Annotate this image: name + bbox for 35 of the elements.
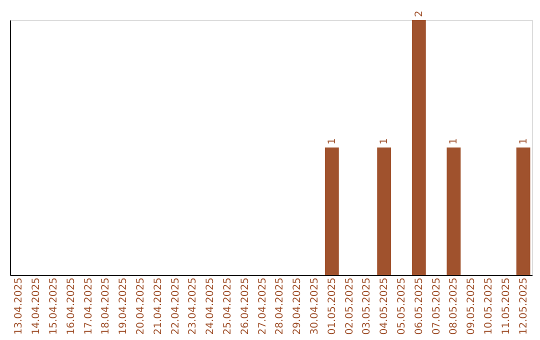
x-tick-label: 08.05.2025 [448, 278, 460, 335]
data-label: 1 [448, 138, 460, 144]
x-tick-label: 17.04.2025 [83, 278, 94, 335]
x-tick-label: 24.04.2025 [205, 278, 216, 335]
x-tick-label: 19.04.2025 [118, 278, 130, 335]
x-tick-label: 21.04.2025 [152, 278, 164, 335]
x-tick-label: 28.04.2025 [274, 278, 286, 335]
x-tick-label: 10.05.2025 [484, 278, 494, 335]
x-tick-label: 26.04.2025 [240, 278, 251, 335]
x-tick-label: 30.04.2025 [310, 278, 320, 335]
x-tick-label: 07.05.2025 [431, 278, 442, 335]
x-tick-label: 16.04.2025 [66, 278, 77, 335]
data-label: 1 [379, 138, 390, 144]
x-tick-label: 20.04.2025 [136, 278, 146, 335]
x-tick-label: 25.04.2025 [222, 278, 234, 335]
x-tick-label: 11.05.2025 [500, 278, 512, 335]
x-tick-label: 04.05.2025 [379, 278, 390, 335]
x-tick-label: 15.04.2025 [48, 278, 60, 335]
data-label: 1 [326, 138, 338, 144]
x-tick-label: 22.04.2025 [170, 278, 182, 335]
x-tick-label: 03.05.2025 [362, 278, 373, 335]
x-tick-label: 12.05.2025 [518, 278, 530, 335]
data-label: 1 [518, 138, 530, 144]
x-tick-label: 14.04.2025 [31, 278, 42, 335]
x-tick-label: 13.04.2025 [14, 278, 25, 335]
x-tick-label: 29.04.2025 [292, 278, 304, 335]
x-tick-label: 06.05.2025 [414, 278, 425, 335]
x-tick-label: 05.05.2025 [396, 278, 408, 335]
x-tick-label: 18.04.2025 [100, 278, 112, 335]
x-tick-label: 01.05.2025 [326, 278, 338, 335]
x-tick-label: 27.04.2025 [257, 278, 268, 335]
data-label: 2 [414, 10, 425, 17]
x-tick-label: 02.05.2025 [344, 278, 356, 335]
x-tick-label: 23.04.2025 [188, 278, 199, 335]
x-tick-label: 09.05.2025 [466, 278, 478, 335]
